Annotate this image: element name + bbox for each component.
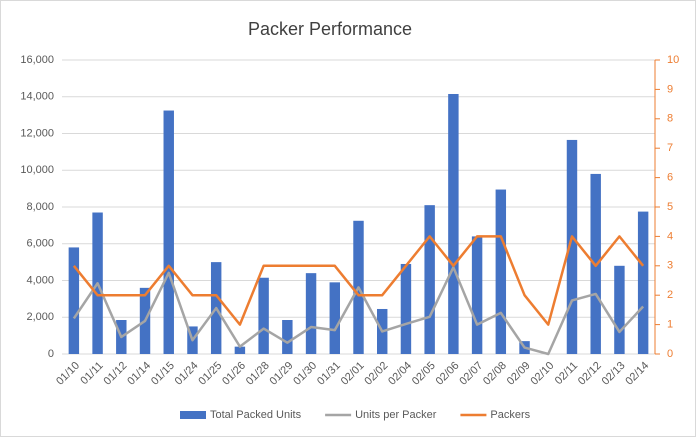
bar — [471, 236, 483, 354]
bar — [68, 247, 80, 354]
y2-tick-label: 1 — [667, 319, 673, 331]
bar — [163, 110, 174, 354]
bar — [305, 273, 317, 354]
y-tick-label: 14,000 — [20, 91, 54, 103]
bar — [448, 93, 459, 355]
y2-tick-label: 2 — [667, 289, 673, 301]
y2-tick-label: 6 — [667, 172, 673, 184]
bar — [614, 265, 625, 354]
y2-tick-label: 0 — [667, 348, 673, 360]
y2-tick-label: 7 — [667, 142, 673, 154]
line-series — [72, 235, 645, 326]
y2-tick-label: 3 — [667, 260, 673, 272]
bar — [258, 277, 269, 354]
y-tick-label: 10,000 — [20, 164, 54, 176]
y-tick-label: 16,000 — [20, 54, 54, 66]
y2-tick-label: 9 — [667, 83, 673, 95]
legend-label: Units per Packer — [355, 409, 437, 421]
bar — [495, 189, 507, 354]
y2-tick-label: 5 — [667, 201, 673, 213]
y-tick-label: 6,000 — [26, 238, 54, 250]
bar — [400, 263, 412, 354]
bar — [282, 320, 293, 354]
bar — [234, 346, 246, 354]
legend-label: Total Packed Units — [210, 409, 302, 421]
legend-label: Packers — [490, 409, 530, 421]
bar — [566, 139, 578, 354]
y-tick-label: 2,000 — [26, 311, 54, 323]
y-tick-label: 12,000 — [20, 127, 54, 139]
bar — [637, 211, 649, 354]
y-tick-label: 8,000 — [26, 201, 54, 213]
chart-title: Packer Performance — [248, 19, 412, 39]
y2-tick-label: 10 — [667, 54, 679, 66]
y2-tick-label: 8 — [667, 113, 673, 125]
line-series — [72, 266, 645, 356]
bar — [424, 205, 435, 354]
legend-swatch — [180, 411, 206, 419]
bar — [329, 282, 340, 354]
y-tick-label: 4,000 — [26, 274, 54, 286]
y2-tick-label: 4 — [667, 230, 673, 242]
y-tick-label: 0 — [48, 348, 54, 360]
